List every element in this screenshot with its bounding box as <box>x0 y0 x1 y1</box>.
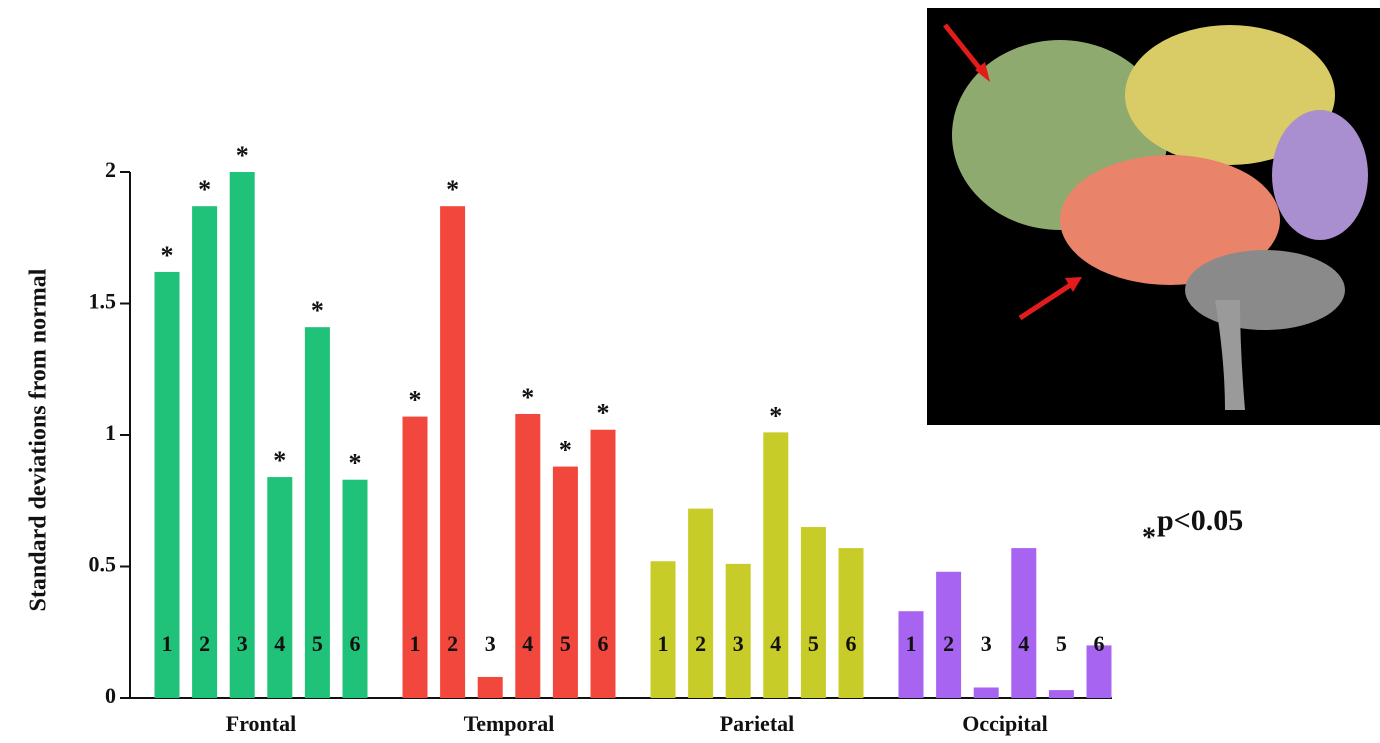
group-label: Parietal <box>720 711 795 736</box>
bar <box>800 527 826 698</box>
bar-number: 6 <box>350 631 361 656</box>
significance-marker: * <box>311 296 324 325</box>
bar <box>229 172 255 698</box>
bar-number: 4 <box>274 631 285 656</box>
group-label: Occipital <box>962 711 1048 736</box>
bar <box>936 571 962 698</box>
bar-number: 1 <box>162 631 173 656</box>
bar-number: 3 <box>485 631 496 656</box>
bar <box>515 413 541 698</box>
bar <box>304 327 330 698</box>
bar <box>154 271 180 698</box>
y-tick-label: 1 <box>105 420 116 445</box>
bar-number: 2 <box>695 631 706 656</box>
bar-number: 6 <box>598 631 609 656</box>
bar <box>477 676 503 698</box>
bar-number: 3 <box>733 631 744 656</box>
bar-number: 2 <box>943 631 954 656</box>
y-tick-label: 0.5 <box>89 552 117 577</box>
group-label: Frontal <box>226 711 296 736</box>
significance-marker: * <box>273 446 286 475</box>
bar-number: 3 <box>237 631 248 656</box>
group-label: Temporal <box>464 711 555 736</box>
bar-number: 5 <box>1056 631 1067 656</box>
significance-marker: * <box>236 141 249 170</box>
significance-marker: * <box>161 241 174 270</box>
y-axis-label: Standard deviations from normal <box>26 268 52 611</box>
significance-marker: * <box>769 401 782 430</box>
y-tick-label: 1.5 <box>89 289 117 314</box>
bar-number: 5 <box>808 631 819 656</box>
bar <box>1086 645 1112 698</box>
bar <box>590 429 616 698</box>
bar <box>402 416 428 698</box>
bar <box>1048 690 1074 698</box>
bar-number: 2 <box>447 631 458 656</box>
bar <box>192 206 218 698</box>
bar-number: 2 <box>199 631 210 656</box>
bar <box>267 477 293 698</box>
bar <box>763 432 789 698</box>
bar-number: 6 <box>1094 631 1105 656</box>
bar-number: 1 <box>410 631 421 656</box>
significance-marker: * <box>521 383 534 412</box>
bar-number: 4 <box>1018 631 1029 656</box>
bar <box>973 687 999 698</box>
bar <box>838 548 864 698</box>
bar <box>552 466 578 698</box>
significance-marker: * <box>597 399 610 428</box>
bar <box>688 508 714 698</box>
bar-number: 3 <box>981 631 992 656</box>
y-tick-label: 0 <box>105 683 116 708</box>
bar-number: 5 <box>560 631 571 656</box>
y-tick-label: 2 <box>105 157 116 182</box>
bar-number: 4 <box>770 631 781 656</box>
bar <box>898 611 924 698</box>
significance-marker: * <box>349 449 362 478</box>
bar <box>1011 548 1037 698</box>
significance-marker: * <box>409 386 422 415</box>
brain-illustration <box>927 8 1380 425</box>
bar <box>725 563 751 698</box>
bar-number: 1 <box>906 631 917 656</box>
significance-marker: * <box>198 175 211 204</box>
bar <box>440 206 466 698</box>
bar-number: 5 <box>312 631 323 656</box>
bar <box>650 561 676 698</box>
bar-number: 1 <box>658 631 669 656</box>
legend-note: p<0.05 <box>1157 504 1243 537</box>
significance-marker: * <box>559 436 572 465</box>
significance-marker: * <box>446 175 459 204</box>
bar-number: 4 <box>522 631 533 656</box>
bar-number: 6 <box>846 631 857 656</box>
bar <box>342 479 368 698</box>
legend-marker: * <box>1142 522 1156 553</box>
